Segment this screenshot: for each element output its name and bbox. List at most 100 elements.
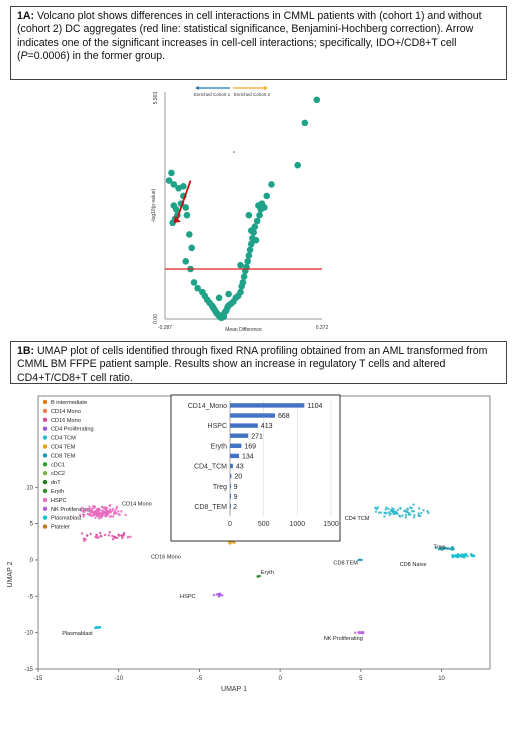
umap-cell-point: [379, 511, 382, 514]
volcano-point: [247, 227, 255, 234]
umap-cell-point: [83, 513, 86, 517]
umap-cell-point: [452, 548, 455, 551]
umap-cell-point: [446, 547, 450, 550]
umap-cell-point: [228, 542, 232, 545]
umap-cell-point: [444, 547, 447, 550]
volcano-stray-point: [233, 151, 235, 153]
umap-cell-point: [417, 507, 421, 510]
legend-arrow-cohort1-head: [195, 86, 199, 90]
inset-category-label: CD4_TCM: [194, 464, 227, 471]
umap-cell-point: [464, 553, 468, 557]
umap-cell-point: [405, 510, 409, 513]
caption-1b-tag: 1B:: [17, 345, 35, 357]
umap-cell-point: [93, 506, 96, 510]
umap-legend-swatch: [42, 515, 48, 520]
umap-cell-point: [357, 558, 360, 562]
umap-cluster-label: Plasmablast: [62, 631, 93, 637]
caption-1a-p: P: [20, 50, 28, 63]
umap-cell-point: [376, 506, 380, 509]
umap-cell-point: [124, 513, 127, 517]
volcano-point: [252, 236, 260, 244]
umap-legend-swatch: [42, 471, 48, 476]
volcano-point: [170, 181, 178, 188]
umap-cell-point: [384, 508, 387, 511]
umap-cell-point: [103, 533, 107, 537]
umap-cell-point: [456, 552, 460, 556]
volcano-point: [182, 204, 190, 211]
umap-cell-point: [396, 508, 400, 512]
umap-cell-point: [258, 574, 262, 578]
umap-cluster-label: HSPC: [180, 594, 196, 600]
umap-x-tick: -5: [197, 676, 203, 682]
umap-cell-point: [97, 508, 101, 512]
umap-x-tick: 5: [359, 676, 363, 682]
umap-y-tick: 5: [30, 522, 34, 528]
inset-bar: [230, 453, 240, 459]
umap-cell-point: [80, 509, 83, 512]
umap-cell-point: [374, 510, 378, 513]
umap-cell-point: [212, 593, 216, 597]
umap-x-tick: 0: [278, 676, 282, 682]
umap-cell-point: [413, 514, 416, 517]
umap-cell-point: [84, 508, 87, 511]
umap-legend-swatch: [42, 417, 48, 422]
umap-cell-point: [89, 532, 92, 536]
umap-cell-point: [458, 554, 461, 557]
umap-cell-point: [427, 511, 430, 515]
umap-legend-swatch: [42, 426, 48, 431]
umap-cell-point: [460, 553, 464, 556]
inset-bar: [230, 484, 231, 489]
umap-x-tick: 10: [438, 676, 445, 682]
umap-cell-point: [87, 513, 90, 516]
inset-bar: [230, 433, 249, 438]
umap-cell-point: [107, 534, 111, 537]
volcano-point: [246, 246, 254, 254]
volcano-x-tick: 0.372: [316, 325, 329, 331]
umap-cell-point: [120, 534, 123, 537]
umap-cell-point: [85, 534, 89, 537]
inset-bar-value: 20: [234, 474, 242, 481]
umap-legend-label: CD4 TEM: [51, 445, 76, 451]
volcano-point: [256, 211, 263, 219]
inset-bar: [230, 443, 242, 448]
umap-legend-label: Platelet: [51, 525, 70, 531]
umap-cell-point: [120, 510, 123, 513]
umap-legend-label: cDC1: [51, 462, 65, 468]
umap-cell-point: [420, 511, 423, 515]
inset-bar-value: 9: [234, 484, 238, 491]
umap-cell-point: [107, 510, 110, 514]
inset-category-label: Eryth: [211, 443, 227, 450]
umap-cell-point: [396, 512, 399, 515]
umap-legend-label: CD16 Mono: [51, 418, 81, 424]
umap-cell-point: [233, 541, 236, 545]
umap-cell-point: [434, 546, 438, 549]
umap-x-tick: -10: [114, 676, 123, 682]
volcano-plot: -0.287 0.372 Mean Difference 0.00 5.903 -log1…: [151, 86, 329, 333]
volcano-point: [194, 284, 201, 292]
caption-1a: 1A: Volcano plot shows differences in ce…: [10, 6, 507, 80]
ido-cd8-arrow: [175, 180, 192, 221]
umap-cell-point: [111, 515, 115, 518]
volcano-point: [294, 161, 301, 169]
inset-bar: [230, 423, 258, 428]
umap-cell-point: [398, 514, 401, 517]
umap-cell-point: [353, 631, 357, 634]
volcano-y-label: -log10(p-value): [151, 188, 157, 222]
umap-cell-point: [114, 511, 117, 514]
umap-legend-swatch: [42, 479, 48, 485]
umap-cell-point: [129, 535, 132, 538]
volcano-point: [237, 261, 244, 269]
volcano-y-tick: 0.00: [153, 314, 159, 324]
umap-cell-point: [399, 507, 402, 510]
umap-cell-point: [439, 547, 442, 550]
umap-cell-point: [417, 512, 420, 515]
umap-cell-point: [100, 514, 103, 517]
umap-cell-point: [391, 509, 395, 512]
volcano-point: [261, 204, 268, 211]
umap-cell-point: [470, 554, 474, 557]
umap-cell-point: [98, 531, 102, 535]
umap-cell-point: [361, 632, 365, 635]
umap-legend-label: Eryth: [51, 489, 64, 495]
umap-cell-point: [374, 506, 377, 510]
umap-cell-point: [80, 532, 84, 535]
